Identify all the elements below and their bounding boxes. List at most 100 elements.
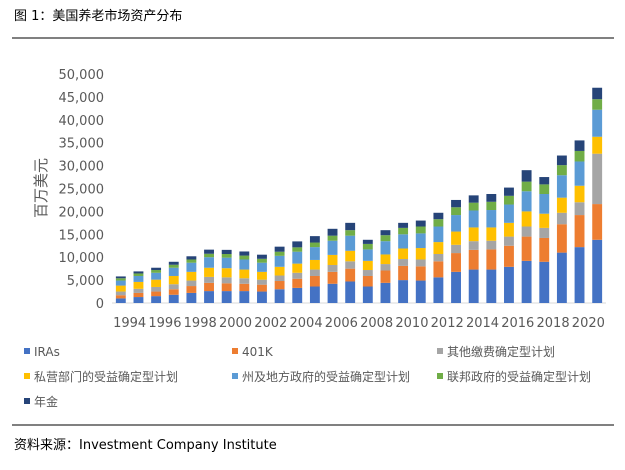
bar-segment [398,280,409,303]
bar-segment [415,220,426,227]
bar-segment [574,185,585,203]
bar-segment [345,235,356,251]
bar-segment [292,278,303,288]
bar-segment [468,202,479,211]
bar-segment [257,271,267,280]
x-tick-label: 2016 [501,316,534,331]
bar-segment [204,257,214,268]
bar-segment [327,235,338,241]
bar-segment [556,155,567,166]
bar-segment [151,272,162,280]
bar-segment [504,187,514,196]
x-tick-label: 1998 [184,316,217,331]
bar-segment [521,170,532,182]
bar-segment [274,251,285,256]
bar-segment [521,181,532,192]
source: 资料来源：Investment Company Institute [14,438,277,453]
bar-segment [186,280,197,287]
bar-segment [574,247,585,303]
bar-segment [257,254,267,259]
x-tick-label: 2004 [290,316,323,331]
x-tick-label: 2018 [537,316,570,331]
bar-segment [468,269,479,303]
bar-segment [451,215,461,232]
bar-segment [521,236,532,261]
bar-segment [204,282,214,292]
bar-segment [362,286,373,303]
bar-segment [504,245,514,267]
bar-segment [539,261,550,303]
bar-segment [380,264,391,271]
bar-segment [115,295,126,299]
bar-segment [151,267,162,271]
bar-segment [574,150,585,162]
bar-segment [380,254,391,265]
legend-label: 其他缴费确定型计划 [447,344,555,359]
bar-segment [133,297,144,303]
x-tick-label: 2002 [254,316,287,331]
bar-segment [415,259,426,267]
bar-segment [556,224,567,253]
bar-segment [327,271,338,284]
bar-segment [133,271,144,274]
bar-segment [221,283,232,292]
bar-segment [521,226,532,237]
bar-segment [151,279,162,287]
bar-segment [115,285,126,292]
bar-segment [486,269,497,303]
bar-segment [168,284,179,290]
bar-segment [380,270,391,283]
bar-segment [274,246,285,252]
bar-segment [468,210,479,228]
bar-segment [362,270,373,276]
bar-segment [345,261,356,269]
bar-segment [398,259,409,266]
bar-segment [257,279,267,285]
bar-segment [592,204,603,240]
bar-segment [556,252,567,303]
bar-segment [221,257,232,269]
bar-segment [239,283,250,292]
bar-segment [451,244,461,254]
legend-swatch [437,348,443,354]
bar-segment [274,289,285,303]
bar-segment [539,213,550,228]
bar-segment [486,201,497,211]
bar-segment [327,240,338,255]
bar-segment [327,228,338,236]
bar-segment [468,227,479,242]
bar-segment [292,247,303,252]
bar-segment [292,263,303,273]
bar-segment [504,222,514,237]
x-tick-label: 1994 [113,316,146,331]
bar-segment [380,282,391,303]
bar-segment [362,260,373,271]
legend-swatch [24,348,30,354]
bar-segment [539,184,550,194]
bar-segment [521,191,532,212]
bar-segment [592,109,603,137]
bar-segment [239,269,250,279]
y-tick-label: 45,000 [59,91,105,106]
legend-label: 联邦政府的受益确定型计划 [447,369,591,384]
bar-segment [539,237,550,262]
y-tick-label: 25,000 [59,183,105,198]
bar-segment [451,231,461,245]
bar-segment [115,276,126,279]
bar-segment [292,251,303,264]
bar-segment [556,165,567,176]
bar-segment [204,291,214,303]
bar-segment [345,230,356,236]
bar-segment [592,239,603,303]
bar-segment [115,298,126,303]
x-tick-label: 2000 [219,316,252,331]
bar-segment [221,291,232,303]
bar-segment [451,271,461,303]
legend-label: IRAs [34,345,60,359]
bar-segment [415,280,426,303]
bar-segment [398,227,409,235]
bar-segment [592,136,603,154]
bar-segment [433,242,444,254]
bar-segment [433,253,444,262]
bar-segment [468,241,479,250]
